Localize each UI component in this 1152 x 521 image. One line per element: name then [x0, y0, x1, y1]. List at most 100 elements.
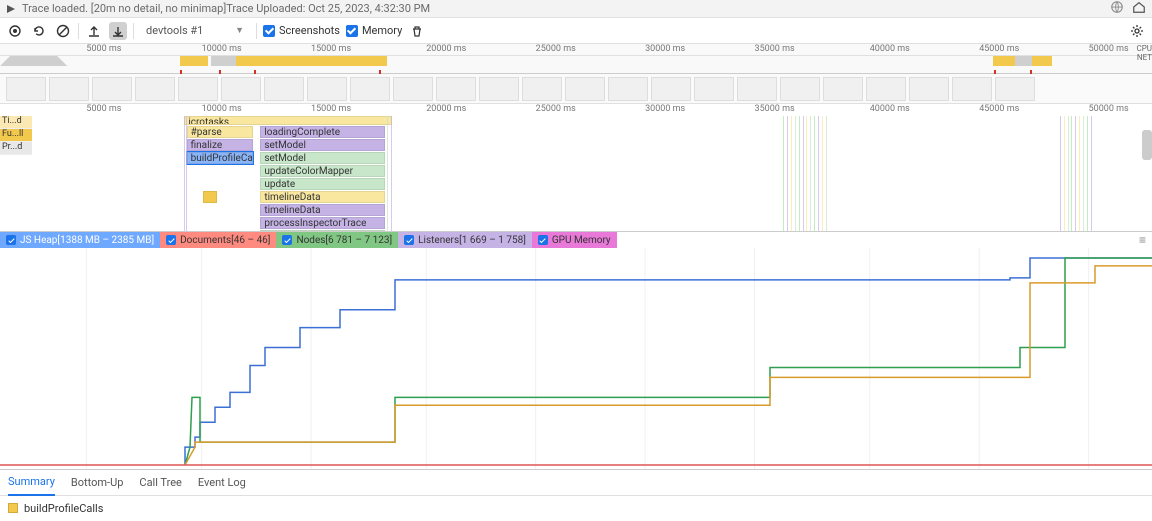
- screenshot-thumb[interactable]: [479, 77, 519, 101]
- flame-stripe: [783, 116, 784, 231]
- overview-minimap[interactable]: 5000 ms10000 ms15000 ms20000 ms25000 ms3…: [0, 44, 1152, 74]
- upload-icon[interactable]: [85, 22, 103, 40]
- screenshots-strip[interactable]: [0, 74, 1152, 104]
- flame-bar-microtasks[interactable]: icrotasks: [184, 116, 391, 125]
- ruler-tick: 20000 ms: [426, 44, 466, 54]
- memory-legend-item[interactable]: Nodes[6 781 – 7 123]: [276, 232, 398, 248]
- flame-bar[interactable]: loadingComplete: [260, 126, 384, 138]
- screenshot-thumb[interactable]: [436, 77, 476, 101]
- memory-legend-item[interactable]: JS Heap[1388 MB – 2385 MB]: [0, 232, 160, 248]
- screenshot-thumb[interactable]: [522, 77, 562, 101]
- overview-segment: [211, 56, 236, 66]
- flame-stripe: [1060, 116, 1061, 231]
- memory-legend-label: GPU Memory: [552, 235, 611, 246]
- cpu-net-labels: CPU NET: [1124, 44, 1152, 62]
- screenshot-thumb[interactable]: [651, 77, 691, 101]
- flame-bar[interactable]: processInspectorTrace: [260, 217, 384, 229]
- flame-stripe: [799, 116, 800, 231]
- ruler-tick: 30000 ms: [645, 104, 685, 114]
- overview-segment: [1032, 56, 1052, 66]
- flame-stripe: [391, 116, 392, 231]
- overview-segment: [1015, 56, 1032, 66]
- screenshot-thumb[interactable]: [694, 77, 734, 101]
- memory-series: [185, 266, 1152, 465]
- record-icon[interactable]: [6, 22, 24, 40]
- home-icon[interactable]: [1132, 0, 1146, 17]
- checkbox-icon: [404, 235, 414, 245]
- ruler-tick: 25000 ms: [536, 104, 576, 114]
- screenshot-thumb[interactable]: [952, 77, 992, 101]
- flame-bar[interactable]: setModel: [260, 152, 384, 164]
- screenshot-thumb[interactable]: [350, 77, 390, 101]
- flame-bar[interactable]: update: [260, 178, 384, 190]
- screenshot-thumb[interactable]: [737, 77, 777, 101]
- ruler-tick: 45000 ms: [979, 104, 1019, 114]
- screenshots-checkbox[interactable]: Screenshots: [263, 24, 340, 37]
- ruler-tick: 40000 ms: [870, 104, 910, 114]
- ruler-tick: 5000 ms: [86, 44, 121, 54]
- globe-icon[interactable]: [1110, 0, 1124, 17]
- screenshot-thumb[interactable]: [221, 77, 261, 101]
- screenshot-thumb[interactable]: [92, 77, 132, 101]
- memory-checkbox[interactable]: Memory: [346, 24, 402, 37]
- target-dropdown[interactable]: devtools #1 ▼: [140, 22, 250, 39]
- memory-legend: JS Heap[1388 MB – 2385 MB]Documents[46 –…: [0, 232, 1152, 248]
- flame-stripe: [787, 116, 788, 231]
- screenshot-thumb[interactable]: [823, 77, 863, 101]
- memory-legend-item[interactable]: GPU Memory: [532, 232, 617, 248]
- flame-bar[interactable]: timelineData: [260, 191, 384, 203]
- play-icon[interactable]: [6, 4, 16, 14]
- menu-icon[interactable]: ≡: [1139, 233, 1146, 247]
- tab-call-tree[interactable]: Call Tree: [139, 470, 181, 495]
- memory-legend-item[interactable]: Listeners[1 669 – 1 758]: [398, 232, 532, 248]
- screenshot-thumb[interactable]: [178, 77, 218, 101]
- reload-icon[interactable]: [30, 22, 48, 40]
- memory-series: [185, 258, 1152, 465]
- screenshot-thumb[interactable]: [995, 77, 1035, 101]
- overview-long-task-marker: [254, 70, 256, 74]
- dropdown-label: devtools #1: [146, 24, 203, 37]
- screenshot-thumb[interactable]: [780, 77, 820, 101]
- ruler-tick: 50000 ms: [1089, 104, 1129, 114]
- screenshot-thumb[interactable]: [565, 77, 605, 101]
- flame-bar[interactable]: setModel: [260, 139, 384, 151]
- flame-chart[interactable]: 5000 ms10000 ms15000 ms20000 ms25000 ms3…: [0, 104, 1152, 232]
- screenshot-thumb[interactable]: [909, 77, 949, 101]
- memory-chart[interactable]: [0, 248, 1152, 470]
- screenshot-thumb[interactable]: [307, 77, 347, 101]
- tab-summary[interactable]: Summary: [8, 469, 55, 496]
- ruler-tick: 35000 ms: [755, 44, 795, 54]
- flame-stripe: [1079, 116, 1080, 231]
- screenshot-thumb[interactable]: [135, 77, 175, 101]
- checkbox-icon: [538, 235, 548, 245]
- memory-legend-item[interactable]: Documents[46 – 46]: [160, 232, 276, 248]
- flame-bar[interactable]: updateColorMapper: [260, 165, 384, 177]
- tab-bottom-up[interactable]: Bottom-Up: [71, 470, 124, 495]
- flame-bar[interactable]: finalize: [187, 139, 254, 151]
- garbage-collect-icon[interactable]: [408, 22, 426, 40]
- screenshot-thumb[interactable]: [393, 77, 433, 101]
- scrollbar-thumb[interactable]: [1142, 130, 1152, 160]
- download-icon[interactable]: [109, 22, 127, 40]
- screenshot-thumb[interactable]: [608, 77, 648, 101]
- settings-gear-icon[interactable]: [1128, 22, 1146, 40]
- clear-icon[interactable]: [54, 22, 72, 40]
- ruler-tick: 50000 ms: [1089, 44, 1129, 54]
- memory-legend-label: Listeners[1 669 – 1 758]: [418, 235, 526, 246]
- flame-stripe: [1075, 116, 1076, 231]
- tab-event-log[interactable]: Event Log: [198, 470, 246, 495]
- status-bar: Trace loaded. [20m no detail, no minimap…: [0, 0, 1152, 18]
- flame-bar[interactable]: buildProfileCalls: [187, 152, 254, 164]
- screenshot-thumb[interactable]: [49, 77, 89, 101]
- ruler-tick: 15000 ms: [311, 44, 351, 54]
- flame-stripe: [387, 116, 388, 231]
- screenshot-thumb[interactable]: [264, 77, 304, 101]
- overview-segment: [993, 56, 1015, 66]
- screenshot-thumb[interactable]: [866, 77, 906, 101]
- screenshot-thumb[interactable]: [6, 77, 46, 101]
- flame-stripe: [810, 116, 811, 231]
- ruler-tick: 5000 ms: [86, 104, 121, 114]
- flame-bar[interactable]: timelineData: [260, 204, 384, 216]
- flame-bar[interactable]: #parse: [187, 126, 254, 138]
- flame-bar[interactable]: [203, 191, 217, 203]
